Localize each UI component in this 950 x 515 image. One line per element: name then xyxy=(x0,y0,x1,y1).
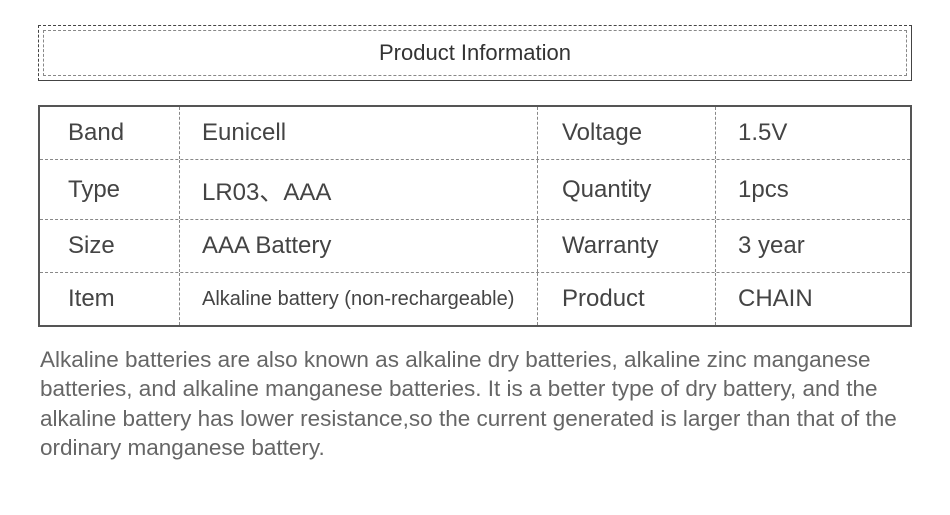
table-row: Type LR03、AAA Quantity 1pcs xyxy=(40,160,910,220)
spec-label: Warranty xyxy=(538,220,716,272)
table-row: Size AAA Battery Warranty 3 year xyxy=(40,220,910,273)
spec-value: AAA Battery xyxy=(180,220,538,272)
spec-value: 3 year xyxy=(716,220,910,272)
spec-value: Eunicell xyxy=(180,107,538,159)
spec-label: Voltage xyxy=(538,107,716,159)
spec-value: LR03、AAA xyxy=(180,160,538,219)
spec-label: Product xyxy=(538,273,716,325)
header-box: Product Information xyxy=(38,25,912,81)
spec-value: 1.5V xyxy=(716,107,910,159)
spec-label: Band xyxy=(40,107,180,159)
spec-label: Size xyxy=(40,220,180,272)
header-title: Product Information xyxy=(39,40,911,66)
table-row: Band Eunicell Voltage 1.5V xyxy=(40,107,910,160)
spec-label: Item xyxy=(40,273,180,325)
spec-label: Quantity xyxy=(538,160,716,219)
spec-table: Band Eunicell Voltage 1.5V Type LR03、AAA… xyxy=(38,105,912,327)
spec-value: Alkaline battery (non-rechargeable) xyxy=(180,273,538,325)
spec-label: Type xyxy=(40,160,180,219)
description-text: Alkaline batteries are also known as alk… xyxy=(38,345,912,462)
table-row: Item Alkaline battery (non-rechargeable)… xyxy=(40,273,910,325)
spec-value: CHAIN xyxy=(716,273,910,325)
spec-value: 1pcs xyxy=(716,160,910,219)
